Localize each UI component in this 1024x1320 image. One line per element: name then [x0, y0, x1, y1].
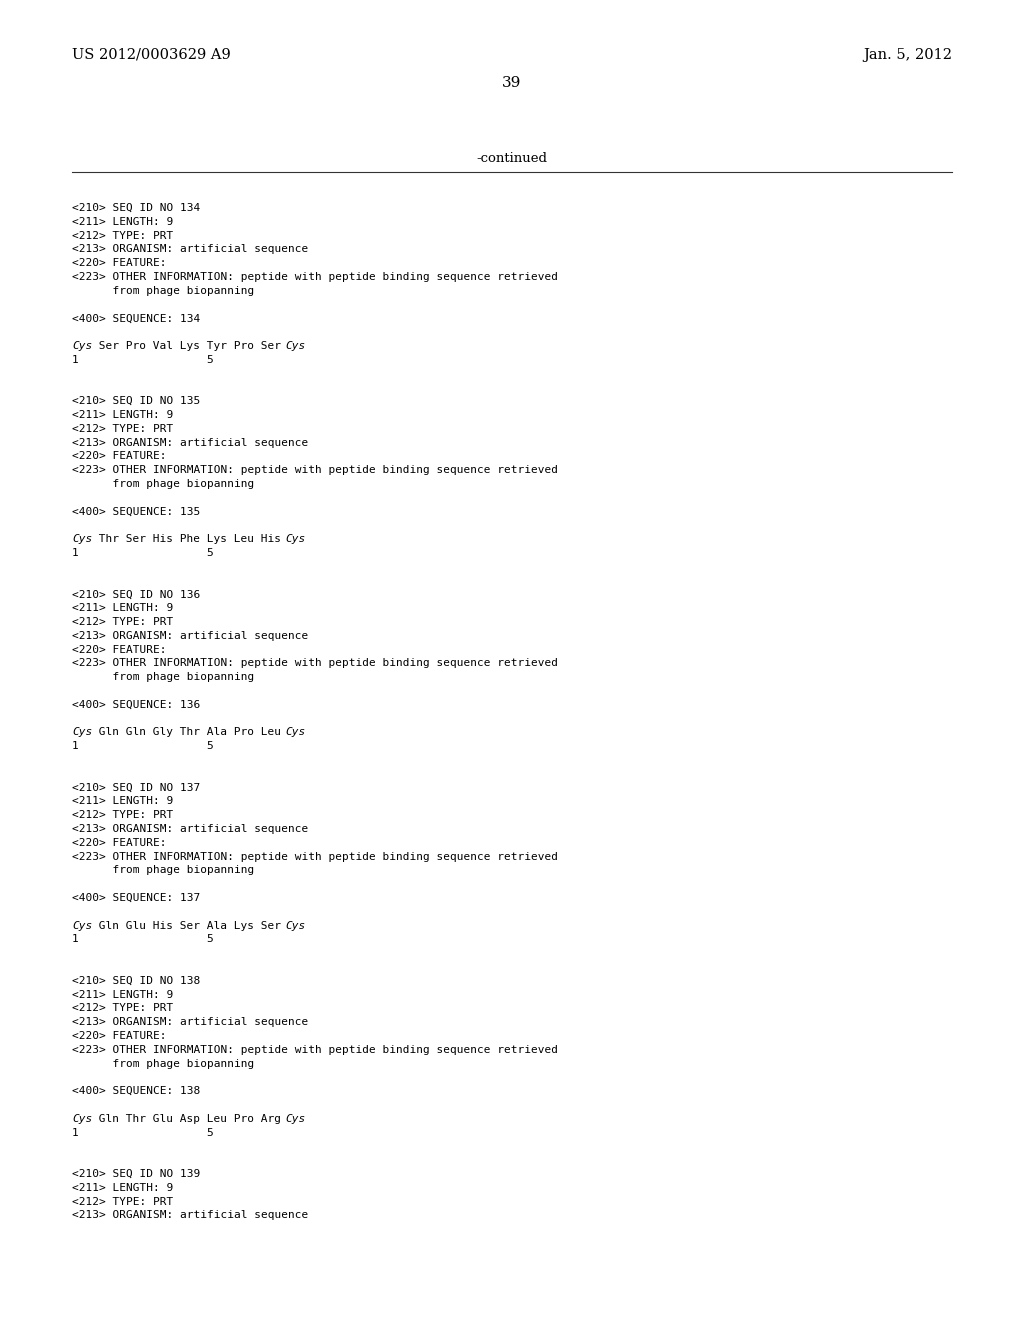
Text: <213> ORGANISM: artificial sequence: <213> ORGANISM: artificial sequence	[72, 438, 308, 447]
Text: <210> SEQ ID NO 135: <210> SEQ ID NO 135	[72, 396, 201, 407]
Text: from phage biopanning: from phage biopanning	[72, 479, 254, 488]
Text: Cys: Cys	[72, 341, 92, 351]
Text: 1                   5: 1 5	[72, 1127, 214, 1138]
Text: <220> FEATURE:: <220> FEATURE:	[72, 451, 167, 462]
Text: <223> OTHER INFORMATION: peptide with peptide binding sequence retrieved: <223> OTHER INFORMATION: peptide with pe…	[72, 272, 558, 282]
Text: <212> TYPE: PRT: <212> TYPE: PRT	[72, 1003, 173, 1014]
Text: <211> LENGTH: 9: <211> LENGTH: 9	[72, 216, 173, 227]
Text: <211> LENGTH: 9: <211> LENGTH: 9	[72, 411, 173, 420]
Text: Gln Thr Glu Asp Leu Pro Arg: Gln Thr Glu Asp Leu Pro Arg	[92, 1114, 288, 1123]
Text: <213> ORGANISM: artificial sequence: <213> ORGANISM: artificial sequence	[72, 1018, 308, 1027]
Text: <213> ORGANISM: artificial sequence: <213> ORGANISM: artificial sequence	[72, 1210, 308, 1221]
Text: <400> SEQUENCE: 137: <400> SEQUENCE: 137	[72, 894, 201, 903]
Text: <210> SEQ ID NO 138: <210> SEQ ID NO 138	[72, 975, 201, 986]
Text: Cys: Cys	[72, 1114, 92, 1123]
Text: <220> FEATURE:: <220> FEATURE:	[72, 838, 167, 847]
Text: 1                   5: 1 5	[72, 742, 214, 751]
Text: <213> ORGANISM: artificial sequence: <213> ORGANISM: artificial sequence	[72, 824, 308, 834]
Text: <400> SEQUENCE: 136: <400> SEQUENCE: 136	[72, 700, 201, 710]
Text: <223> OTHER INFORMATION: peptide with peptide binding sequence retrieved: <223> OTHER INFORMATION: peptide with pe…	[72, 659, 558, 668]
Text: 1                   5: 1 5	[72, 935, 214, 944]
Text: Cys: Cys	[286, 341, 306, 351]
Text: <212> TYPE: PRT: <212> TYPE: PRT	[72, 1197, 173, 1206]
Text: US 2012/0003629 A9: US 2012/0003629 A9	[72, 48, 230, 62]
Text: <210> SEQ ID NO 136: <210> SEQ ID NO 136	[72, 590, 201, 599]
Text: <210> SEQ ID NO 137: <210> SEQ ID NO 137	[72, 783, 201, 792]
Text: <211> LENGTH: 9: <211> LENGTH: 9	[72, 796, 173, 807]
Text: <212> TYPE: PRT: <212> TYPE: PRT	[72, 810, 173, 820]
Text: <213> ORGANISM: artificial sequence: <213> ORGANISM: artificial sequence	[72, 631, 308, 640]
Text: Cys: Cys	[286, 727, 306, 738]
Text: <400> SEQUENCE: 134: <400> SEQUENCE: 134	[72, 313, 201, 323]
Text: Cys: Cys	[286, 1114, 306, 1123]
Text: Cys: Cys	[286, 535, 306, 544]
Text: <212> TYPE: PRT: <212> TYPE: PRT	[72, 424, 173, 434]
Text: <213> ORGANISM: artificial sequence: <213> ORGANISM: artificial sequence	[72, 244, 308, 255]
Text: from phage biopanning: from phage biopanning	[72, 286, 254, 296]
Text: Cys: Cys	[72, 920, 92, 931]
Text: <220> FEATURE:: <220> FEATURE:	[72, 259, 167, 268]
Text: <212> TYPE: PRT: <212> TYPE: PRT	[72, 616, 173, 627]
Text: Gln Gln Gly Thr Ala Pro Leu: Gln Gln Gly Thr Ala Pro Leu	[92, 727, 288, 738]
Text: 39: 39	[503, 77, 521, 90]
Text: <223> OTHER INFORMATION: peptide with peptide binding sequence retrieved: <223> OTHER INFORMATION: peptide with pe…	[72, 1045, 558, 1055]
Text: <400> SEQUENCE: 135: <400> SEQUENCE: 135	[72, 507, 201, 516]
Text: Cys: Cys	[72, 727, 92, 738]
Text: from phage biopanning: from phage biopanning	[72, 866, 254, 875]
Text: from phage biopanning: from phage biopanning	[72, 1059, 254, 1069]
Text: Ser Pro Val Lys Tyr Pro Ser: Ser Pro Val Lys Tyr Pro Ser	[92, 341, 288, 351]
Text: <220> FEATURE:: <220> FEATURE:	[72, 1031, 167, 1041]
Text: <223> OTHER INFORMATION: peptide with peptide binding sequence retrieved: <223> OTHER INFORMATION: peptide with pe…	[72, 465, 558, 475]
Text: <211> LENGTH: 9: <211> LENGTH: 9	[72, 1183, 173, 1193]
Text: Cys: Cys	[72, 535, 92, 544]
Text: Cys: Cys	[286, 920, 306, 931]
Text: <223> OTHER INFORMATION: peptide with peptide binding sequence retrieved: <223> OTHER INFORMATION: peptide with pe…	[72, 851, 558, 862]
Text: -continued: -continued	[476, 152, 548, 165]
Text: <400> SEQUENCE: 138: <400> SEQUENCE: 138	[72, 1086, 201, 1096]
Text: 1                   5: 1 5	[72, 548, 214, 558]
Text: Jan. 5, 2012: Jan. 5, 2012	[863, 48, 952, 62]
Text: 1                   5: 1 5	[72, 355, 214, 364]
Text: Gln Glu His Ser Ala Lys Ser: Gln Glu His Ser Ala Lys Ser	[92, 920, 288, 931]
Text: <211> LENGTH: 9: <211> LENGTH: 9	[72, 603, 173, 614]
Text: <211> LENGTH: 9: <211> LENGTH: 9	[72, 990, 173, 999]
Text: from phage biopanning: from phage biopanning	[72, 672, 254, 682]
Text: <210> SEQ ID NO 139: <210> SEQ ID NO 139	[72, 1170, 201, 1179]
Text: <210> SEQ ID NO 134: <210> SEQ ID NO 134	[72, 203, 201, 213]
Text: Thr Ser His Phe Lys Leu His: Thr Ser His Phe Lys Leu His	[92, 535, 288, 544]
Text: <220> FEATURE:: <220> FEATURE:	[72, 644, 167, 655]
Text: <212> TYPE: PRT: <212> TYPE: PRT	[72, 231, 173, 240]
